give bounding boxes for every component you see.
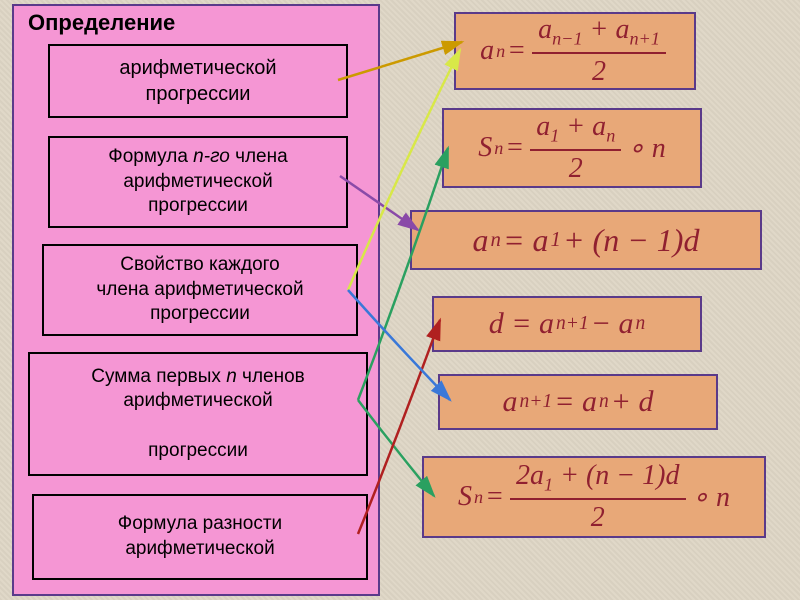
definition-box-def5: Формула разностиарифметической <box>32 494 368 580</box>
formula-f3: an = a1 + (n − 1)d <box>410 210 762 270</box>
definition-box-def4: Сумма первых n членоварифметической прог… <box>28 352 368 476</box>
definition-box-def1: арифметическойпрогрессии <box>48 44 348 118</box>
formula-f5: an+1 = an + d <box>438 374 718 430</box>
formula-f1: an = an−1 + an+12 <box>454 12 696 90</box>
formula-f2: Sn = a1 + an2 ∘ n <box>442 108 702 188</box>
definition-box-def2: Формула n-го членаарифметическойпрогресс… <box>48 136 348 228</box>
panel-title: Определение <box>28 10 175 36</box>
formula-f4: d = an+1 − an <box>432 296 702 352</box>
formula-f6: Sn = 2a1 + (n − 1)d2 ∘ n <box>422 456 766 538</box>
diagram-canvas: Определение арифметическойпрогрессии Форм… <box>0 0 800 600</box>
definition-box-def3: Свойство каждогочлена арифметическойпрог… <box>42 244 358 336</box>
